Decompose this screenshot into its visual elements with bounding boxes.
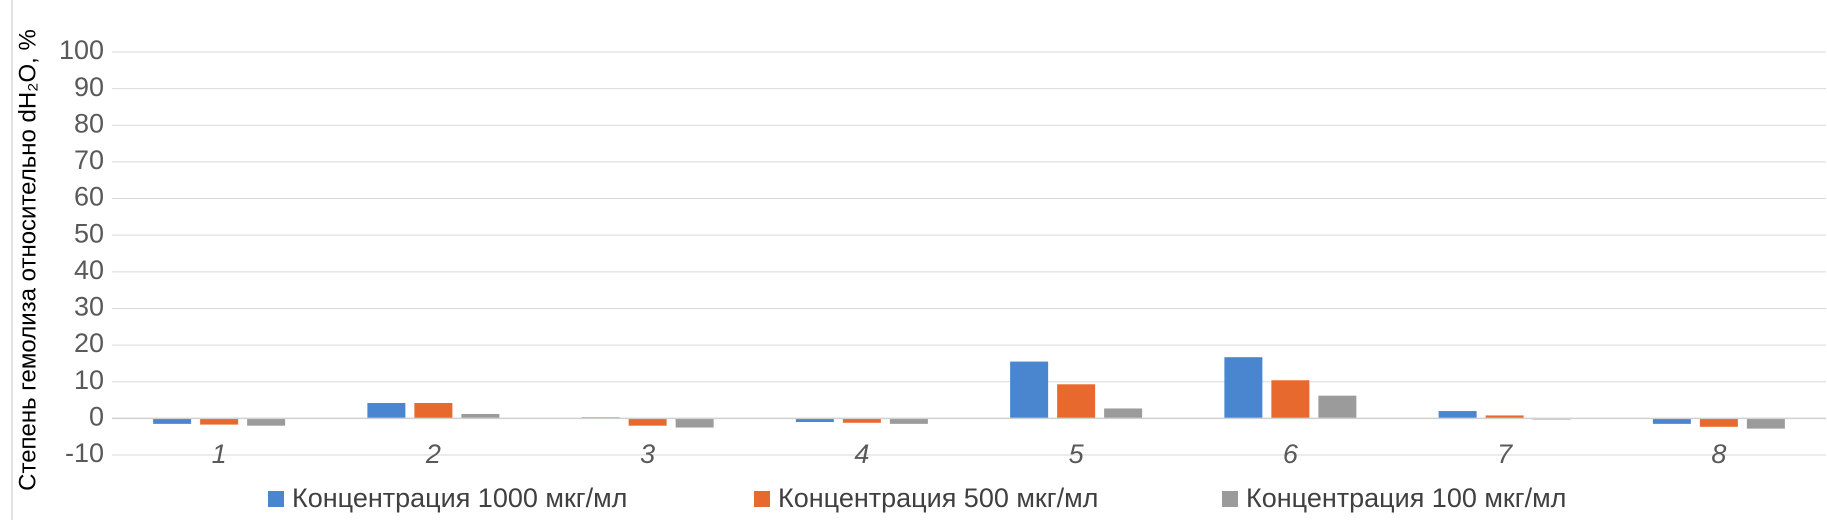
- y-tick-label: -10: [65, 438, 104, 468]
- x-category-label: 8: [1711, 439, 1726, 469]
- gridlines: [112, 51, 1826, 456]
- legend-swatch: [754, 491, 770, 507]
- bar-series-3-cat-5: [1104, 408, 1143, 419]
- bar-series-2-cat-3: [628, 418, 667, 426]
- legend: Концентрация 1000 мкг/мл Концентрация 500…: [268, 483, 1566, 513]
- y-tick-label: 50: [74, 218, 104, 248]
- bar-series-1-cat-4: [795, 418, 834, 423]
- bar-series-1-cat-7: [1438, 411, 1477, 419]
- y-tick-label: 100: [59, 35, 104, 65]
- bar-series-3-cat-8: [1746, 418, 1785, 429]
- bar-series-3-cat-3: [675, 418, 714, 428]
- legend-label: Концентрация 500 мкг/мл: [778, 483, 1098, 513]
- x-category-label: 5: [1069, 439, 1085, 469]
- y-tick-label: 20: [74, 328, 104, 358]
- y-tick-label: 70: [74, 145, 104, 175]
- bar-series-1-cat-2: [367, 402, 406, 419]
- bar-series-3-cat-6: [1318, 395, 1357, 419]
- bar-series-2-cat-6: [1271, 380, 1310, 419]
- y-tick-label: 80: [74, 108, 104, 138]
- y-axis-title: Степень гемолиза относительно dH₂O, %: [14, 29, 41, 491]
- bar-series-2-cat-4: [842, 418, 881, 423]
- bar-series-1-cat-6: [1224, 357, 1263, 419]
- y-tick-label: 90: [74, 72, 104, 102]
- legend-swatch: [268, 491, 284, 507]
- x-category-label: 6: [1283, 439, 1299, 469]
- bar-series-2-cat-7: [1485, 415, 1524, 419]
- bar-series-1-cat-1: [153, 418, 192, 424]
- y-tick-label: 60: [74, 182, 104, 212]
- x-category-label: 4: [854, 439, 869, 469]
- bars: [153, 357, 1785, 429]
- x-category-label: 2: [425, 439, 441, 469]
- legend-label: Концентрация 100 мкг/мл: [1246, 483, 1566, 513]
- y-tick-label: 10: [74, 365, 104, 395]
- bar-series-1-cat-5: [1010, 361, 1049, 419]
- bar-series-1-cat-8: [1652, 418, 1691, 424]
- bar-series-2-cat-2: [414, 402, 453, 419]
- y-tick-label: 0: [89, 401, 104, 431]
- bar-series-3-cat-4: [889, 418, 928, 424]
- bar-series-2-cat-1: [200, 418, 239, 425]
- bar-series-3-cat-2: [461, 413, 500, 419]
- x-category-label: 1: [212, 439, 227, 469]
- legend-swatch: [1222, 491, 1238, 507]
- x-axis-categories: 1 2 3 4 5 6 7 8: [212, 439, 1727, 469]
- y-tick-label: 40: [74, 255, 104, 285]
- bar-series-3-cat-1: [247, 418, 286, 426]
- legend-label: Концентрация 1000 мкг/мл: [292, 483, 627, 513]
- x-category-label: 7: [1497, 439, 1513, 469]
- bar-series-2-cat-5: [1057, 384, 1096, 419]
- bar-series-2-cat-8: [1699, 418, 1738, 427]
- y-tick-label: 30: [74, 292, 104, 322]
- x-category-label: 3: [640, 439, 655, 469]
